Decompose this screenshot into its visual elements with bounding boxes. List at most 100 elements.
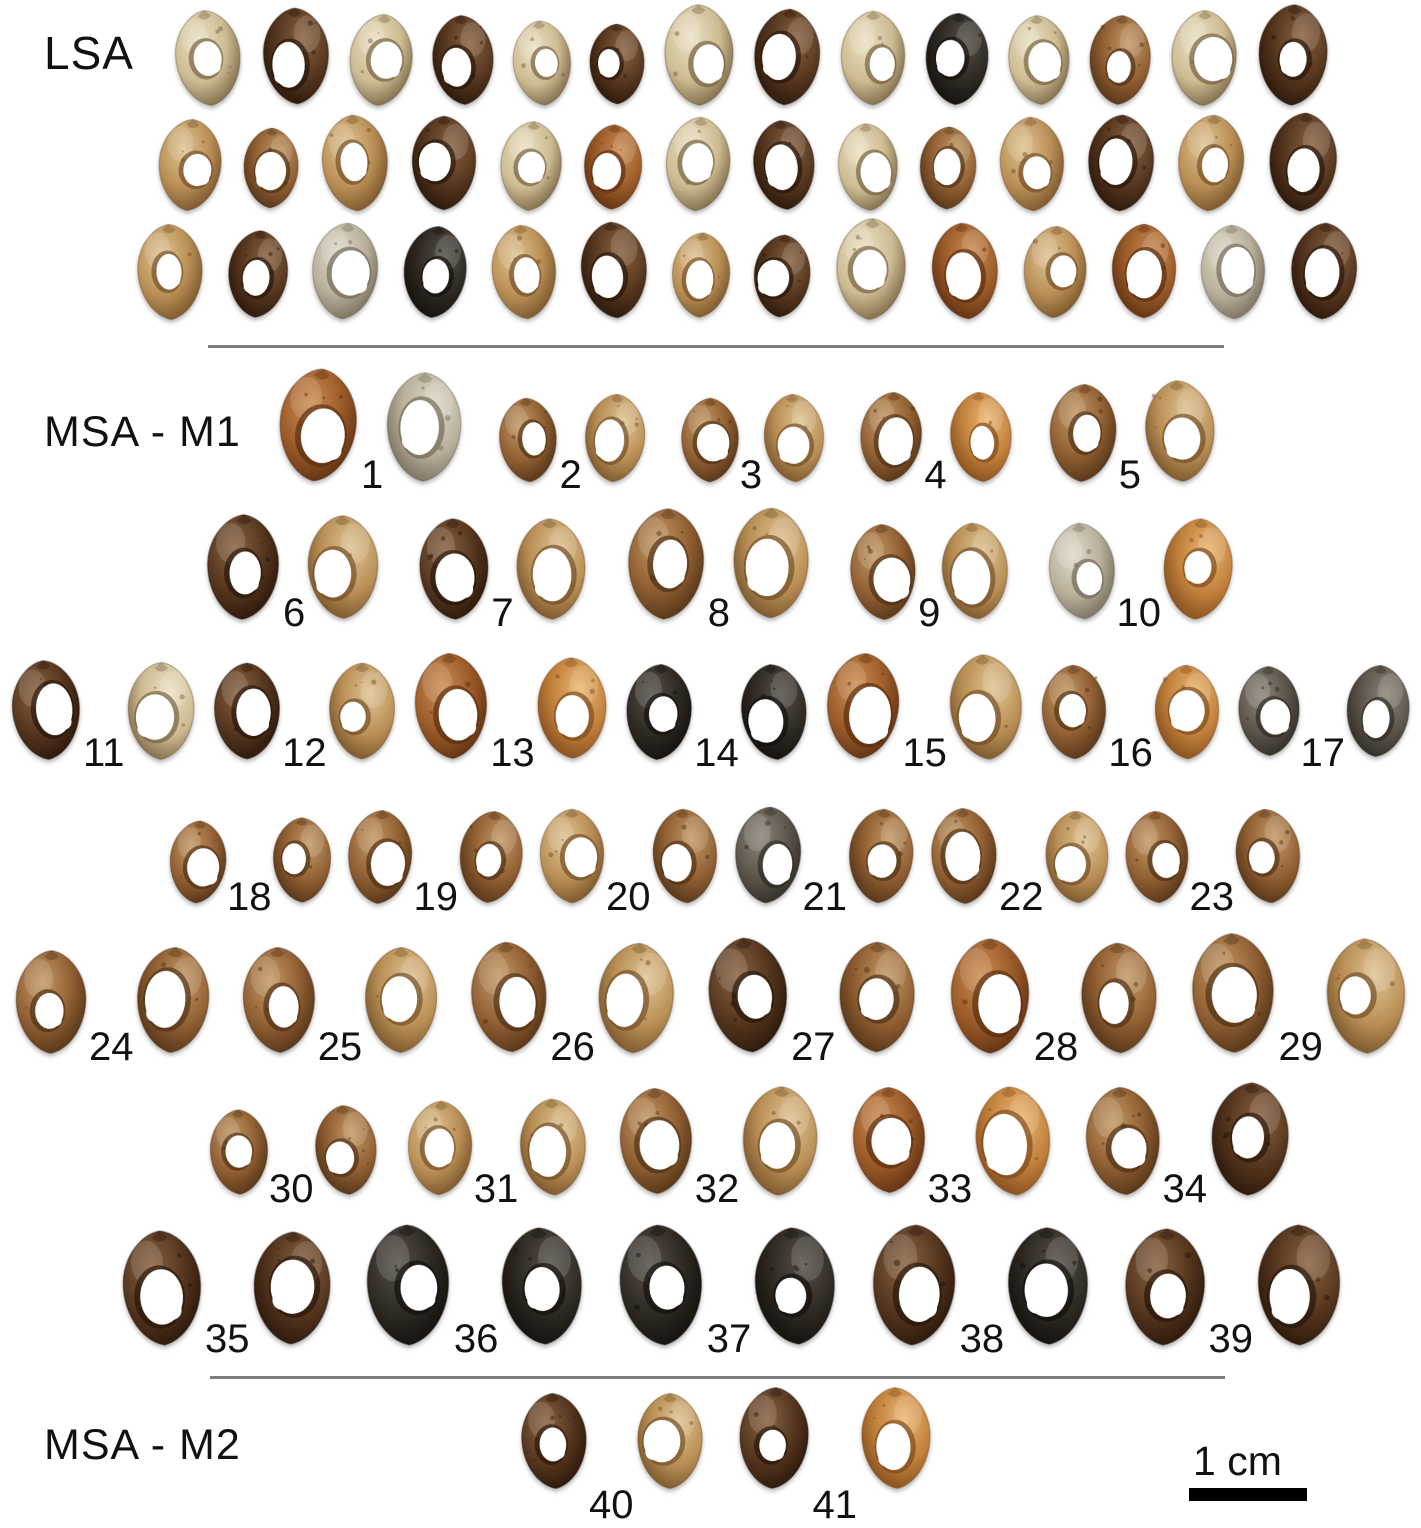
divider-lsa-msa1 bbox=[208, 345, 1224, 348]
shell-bead-photo bbox=[826, 216, 916, 322]
shell-bead-photo bbox=[2, 658, 90, 762]
shell-bead-photo bbox=[313, 112, 397, 214]
specimen-pair-23: 23 bbox=[1117, 806, 1310, 917]
shell-bead-photo bbox=[403, 112, 485, 214]
shell-bead-photo bbox=[912, 122, 984, 214]
shell-bead-photo bbox=[582, 20, 652, 108]
shell-bead-photo bbox=[1338, 660, 1418, 762]
shell-bead-photo bbox=[1117, 808, 1197, 906]
shell-bead-photo bbox=[461, 938, 557, 1056]
shell-bead-photo bbox=[575, 392, 655, 484]
specimen-number-41: 41 bbox=[812, 1482, 858, 1527]
shell-bead-photo bbox=[933, 520, 1017, 622]
shell-bead-photo bbox=[128, 222, 212, 322]
specimen-number-38: 38 bbox=[959, 1316, 1005, 1361]
specimen-pair-15: 15 bbox=[817, 650, 1032, 773]
shell-bead-photo bbox=[991, 114, 1073, 214]
shell-bead-photo bbox=[165, 8, 251, 108]
specimen-pair-30: 30 bbox=[202, 1102, 385, 1209]
specimen-number-8: 8 bbox=[707, 590, 730, 635]
specimen-number-18: 18 bbox=[227, 874, 272, 919]
specimen-number-5: 5 bbox=[1118, 452, 1141, 497]
shell-bead-photo bbox=[528, 654, 616, 762]
specimen-number-7: 7 bbox=[491, 590, 514, 635]
shell-bead-photo bbox=[840, 806, 922, 906]
specimen-row-msa-m2-1: 40 41 bbox=[512, 1385, 942, 1525]
specimen-pair-13: 13 bbox=[405, 650, 616, 773]
shell-bead-photo bbox=[162, 818, 234, 906]
shell-bead-photo bbox=[1103, 220, 1185, 322]
specimen-number-34: 34 bbox=[1162, 1166, 1208, 1211]
shell-bead-photo bbox=[1037, 808, 1117, 906]
specimen-pair-11: 11 bbox=[2, 658, 204, 773]
shell-bead-photo bbox=[483, 222, 565, 322]
specimen-number-37: 37 bbox=[706, 1316, 752, 1361]
shell-bead-photo bbox=[220, 226, 296, 322]
shell-bead-photo bbox=[243, 1228, 341, 1348]
shell-bead-photo bbox=[965, 1084, 1061, 1198]
specimen-pair-6: 6 bbox=[196, 512, 388, 633]
shell-bead-photo bbox=[1227, 806, 1309, 906]
specimen-pair-8: 8 bbox=[617, 504, 819, 633]
specimen-number-9: 9 bbox=[918, 590, 941, 635]
shell-bead-photo bbox=[723, 504, 819, 622]
specimen-pair-26: 26 bbox=[461, 938, 684, 1067]
shell-bead-photo bbox=[355, 1222, 461, 1348]
shell-bead-photo bbox=[1114, 1226, 1216, 1348]
scale-bar-line bbox=[1189, 1488, 1307, 1501]
shell-bead-photo bbox=[698, 934, 798, 1056]
specimen-row-msa-m1-2: 6 7 8 9 10 bbox=[196, 504, 1243, 633]
shell-bead-photo bbox=[1081, 12, 1159, 108]
scale-bar-label: 1 cm bbox=[1193, 1438, 1282, 1484]
specimen-pair-17: 17 bbox=[1230, 660, 1419, 773]
specimen-number-33: 33 bbox=[927, 1166, 973, 1211]
specimen-pair-27: 27 bbox=[698, 934, 925, 1067]
shell-bead-photo bbox=[112, 1228, 212, 1348]
section-label-msa-m1: MSA - M1 bbox=[44, 408, 241, 456]
shell-bead-photo bbox=[655, 2, 743, 108]
specimen-pair-38: 38 bbox=[861, 1222, 1100, 1359]
shell-bead-photo bbox=[1316, 936, 1416, 1056]
specimen-number-12: 12 bbox=[282, 730, 327, 775]
shell-bead-photo bbox=[205, 660, 289, 762]
shell-bead-photo bbox=[939, 936, 1041, 1056]
shell-bead-photo bbox=[1282, 220, 1366, 322]
shell-bead-photo bbox=[746, 230, 818, 322]
specimen-number-30: 30 bbox=[269, 1166, 314, 1211]
shell-bead-photo bbox=[376, 370, 472, 484]
shell-bead-photo bbox=[491, 1224, 593, 1348]
shell-bead-photo bbox=[1200, 1080, 1300, 1198]
shell-bead-photo bbox=[588, 940, 684, 1056]
shell-bead-photo bbox=[1040, 520, 1124, 622]
shell-bead-photo bbox=[511, 1096, 595, 1198]
specimen-pair-1: 1 bbox=[268, 366, 472, 495]
shell-bead-photo bbox=[610, 1084, 702, 1198]
specimen-pair-19: 19 bbox=[339, 808, 532, 917]
specimen-pair-10: 10 bbox=[1040, 516, 1243, 633]
shell-bead-photo bbox=[127, 944, 219, 1056]
shell-bead-photo bbox=[531, 806, 613, 906]
shell-bead-photo bbox=[410, 516, 498, 622]
specimen-number-16: 16 bbox=[1108, 730, 1153, 775]
specimen-number-23: 23 bbox=[1189, 874, 1235, 919]
shell-bead-photo bbox=[861, 1222, 967, 1348]
specimen-pair-7: 7 bbox=[410, 516, 594, 633]
shell-bead-photo bbox=[829, 938, 925, 1056]
shell-bead-photo bbox=[1162, 8, 1246, 108]
shell-bead-photo bbox=[608, 1222, 714, 1348]
specimen-pair-4: 4 bbox=[851, 390, 1022, 495]
section-label-lsa: LSA bbox=[44, 27, 134, 79]
shell-bead-photo bbox=[917, 10, 997, 108]
shell-bead-photo bbox=[1260, 110, 1346, 214]
shell-bead-photo bbox=[1000, 12, 1078, 108]
shell-bead-photo bbox=[490, 396, 566, 484]
shell-bead-photo bbox=[657, 114, 739, 214]
shell-bead-photo bbox=[940, 390, 1022, 484]
shell-bead-photo bbox=[451, 808, 531, 906]
shell-bead-photo bbox=[850, 1385, 942, 1491]
specimen-number-25: 25 bbox=[317, 1024, 363, 1069]
shell-bead-photo bbox=[307, 1102, 385, 1198]
shell-bead-photo bbox=[339, 808, 421, 906]
specimen-pair-34: 34 bbox=[1076, 1080, 1301, 1209]
